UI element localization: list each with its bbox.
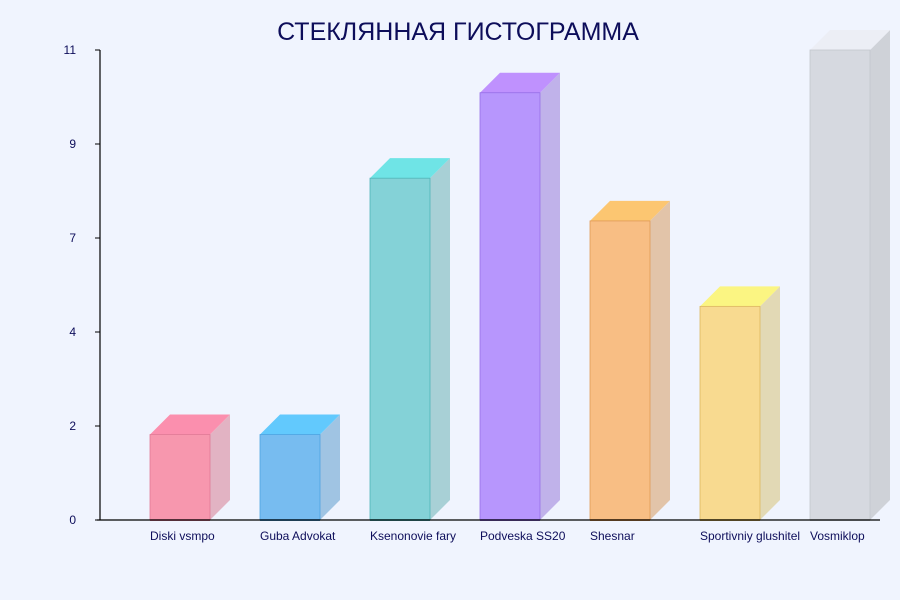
bar-side (320, 414, 340, 520)
x-tick-label: Guba Advokat (260, 529, 336, 543)
bar-front (699, 305, 761, 521)
bar-side (540, 72, 560, 521)
y-tick-label: 11 (64, 43, 77, 57)
x-tick-label: Vosmiklop (810, 529, 865, 543)
bar-side (650, 200, 670, 520)
bars (149, 30, 890, 521)
bar (369, 158, 450, 521)
y-tick-label: 4 (69, 325, 76, 339)
bar-front (259, 434, 321, 521)
x-tick-label: Shesnar (590, 529, 635, 543)
x-tick-label: Diski vsmpo (150, 529, 215, 543)
bar-front (809, 49, 871, 521)
bar-front (369, 177, 431, 521)
bar-front (589, 220, 651, 521)
bar-top (590, 200, 670, 221)
bar (149, 414, 230, 521)
y-axis: 0 2 4 7 9 11 (64, 43, 101, 527)
bar-side (870, 30, 890, 520)
bar-side (210, 414, 230, 520)
bar-front (479, 92, 541, 521)
chart-title: СТЕКЛЯННАЯ ГИСТОГРАММА (277, 18, 639, 46)
bar-top (480, 72, 560, 93)
bar-top (370, 158, 450, 179)
bar-side (430, 158, 450, 520)
bar-top (260, 414, 340, 435)
y-tick-label: 2 (69, 419, 76, 433)
bar (699, 286, 780, 521)
bar-top (150, 414, 230, 435)
x-tick-label: Podveska SS20 (480, 529, 566, 543)
bar (809, 30, 890, 521)
bar (479, 72, 560, 521)
bar-top (810, 30, 890, 50)
bar (259, 414, 340, 521)
bar-top (700, 286, 780, 307)
y-tick-label: 9 (69, 137, 76, 151)
x-axis-labels: Diski vsmpo Guba Advokat Ksenonovie fary Po… (150, 529, 865, 543)
bar-side (760, 286, 780, 520)
x-tick-label: Ksenonovie fary (370, 529, 456, 543)
bar (589, 200, 670, 521)
y-tick-label: 0 (69, 513, 76, 527)
bar-front (149, 434, 211, 521)
x-tick-label: Sportivniy glushitel (700, 529, 800, 543)
y-tick-label: 7 (69, 231, 76, 245)
